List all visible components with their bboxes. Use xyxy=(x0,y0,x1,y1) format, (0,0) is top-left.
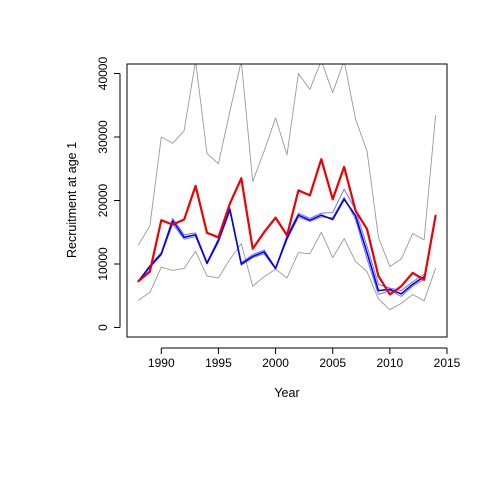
x-axis: 1990 1995 2000 2005 2010 2015 xyxy=(148,347,461,370)
y-tick-label: 30000 xyxy=(96,120,110,154)
series-layer xyxy=(137,64,437,311)
y-tick-label: 10000 xyxy=(96,247,110,281)
y-axis-title: Recruitment at age 1 xyxy=(65,142,79,258)
series-line-5 xyxy=(137,198,425,295)
x-tick-label: 1995 xyxy=(205,356,232,370)
y-axis: 0 10000 20000 30000 40000 xyxy=(96,57,121,331)
y-tick-label: 20000 xyxy=(96,183,110,217)
series-line-1 xyxy=(137,64,437,267)
x-tick-label: 2015 xyxy=(434,356,461,370)
series-line-2 xyxy=(137,231,437,311)
y-tick-label: 40000 xyxy=(96,57,110,91)
plot-frame xyxy=(126,63,448,338)
y-tick-label: 0 xyxy=(96,324,110,331)
x-tick-label: 2005 xyxy=(319,356,346,370)
x-tick-label: 2010 xyxy=(377,356,404,370)
x-tick-label: 1990 xyxy=(148,356,175,370)
x-tick-label: 2000 xyxy=(262,356,289,370)
series-line-6 xyxy=(137,158,437,296)
x-axis-title: Year xyxy=(274,386,299,400)
